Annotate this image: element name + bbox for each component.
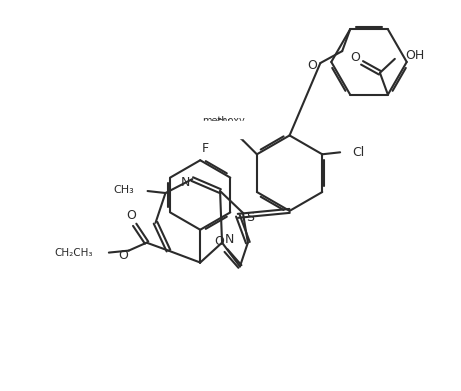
Text: N: N [225, 233, 234, 246]
Text: OH: OH [405, 49, 424, 63]
Text: CH₃: CH₃ [113, 185, 134, 195]
Text: O: O [350, 51, 360, 65]
Text: O: O [232, 126, 242, 139]
Text: N: N [181, 176, 190, 188]
Text: CH₃: CH₃ [215, 118, 235, 129]
Text: O: O [232, 126, 242, 139]
Text: methoxy: methoxy [202, 115, 244, 126]
Text: CH₂CH₃: CH₂CH₃ [54, 248, 93, 258]
Text: O: O [126, 209, 136, 222]
Text: S: S [246, 212, 254, 224]
Text: O: O [214, 235, 224, 248]
Text: O: O [232, 126, 242, 139]
Bar [198, 120, 248, 138]
Text: O: O [118, 249, 128, 262]
Text: Cl: Cl [352, 146, 364, 159]
Text: O: O [307, 59, 317, 72]
Text: F: F [201, 142, 209, 155]
